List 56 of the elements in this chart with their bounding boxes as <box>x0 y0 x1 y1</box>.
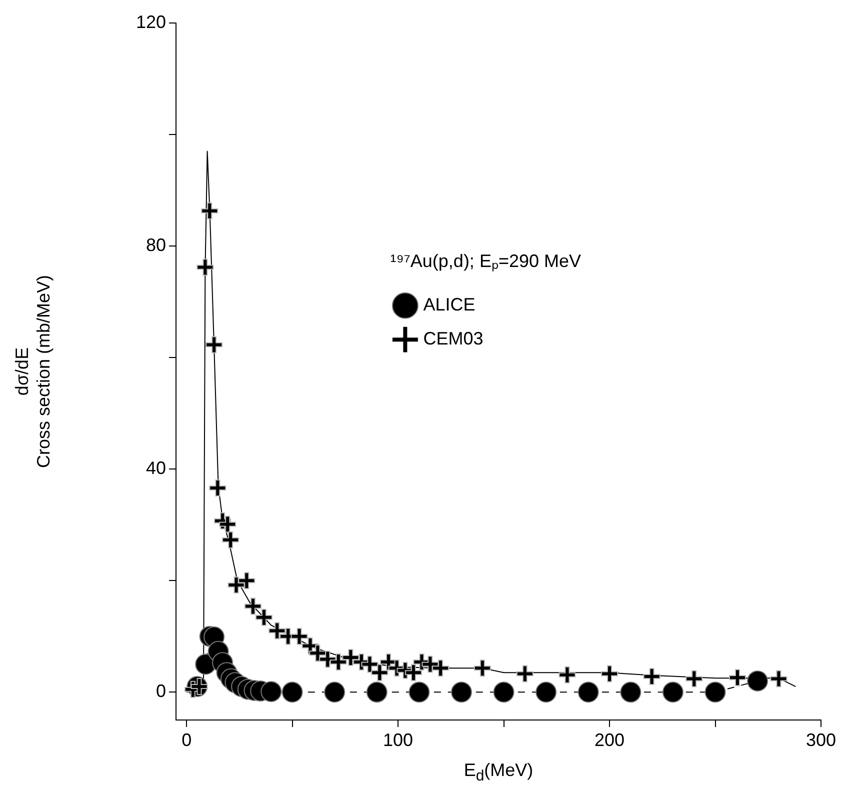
point <box>404 664 422 682</box>
point <box>432 660 450 677</box>
point <box>408 682 430 703</box>
x-tick-label: 200 <box>594 730 625 750</box>
point <box>601 665 618 682</box>
y-tick-label: 40 <box>146 458 166 478</box>
point <box>330 654 347 671</box>
point <box>255 608 272 626</box>
point <box>228 576 245 594</box>
point <box>268 622 286 640</box>
point <box>290 628 308 645</box>
point <box>371 664 388 682</box>
text: Cross section (mb/MeV) <box>33 274 54 468</box>
point <box>366 682 388 703</box>
point <box>319 650 336 668</box>
point <box>643 668 660 686</box>
text: dσ/dE <box>12 347 32 396</box>
point <box>342 649 360 666</box>
x-tick-label: 0 <box>182 730 192 750</box>
point <box>361 656 378 673</box>
point <box>206 336 223 354</box>
x-axis-title: E$_{d}$(MeV) <box>462 760 534 785</box>
legend-title: ¹⁹⁷Au(p,d); Eₚ=290 MeV <box>390 250 582 272</box>
point <box>578 682 599 703</box>
legend-label: CEM03 <box>423 328 484 349</box>
point <box>686 670 703 688</box>
point <box>450 682 472 703</box>
point <box>309 644 326 662</box>
point <box>260 681 282 702</box>
point <box>219 516 236 533</box>
point <box>516 665 534 682</box>
y-tick-label: 0 <box>156 681 166 702</box>
point <box>196 258 214 276</box>
point <box>493 682 514 703</box>
point <box>747 670 768 692</box>
point <box>662 682 684 703</box>
point <box>324 682 346 703</box>
point <box>238 572 256 590</box>
point <box>620 682 642 703</box>
point <box>244 598 262 615</box>
legend-label: ALICE <box>423 294 476 315</box>
point <box>474 660 491 677</box>
point <box>770 670 788 688</box>
point <box>704 682 726 703</box>
point <box>222 531 240 548</box>
point <box>209 480 226 497</box>
point <box>422 656 439 673</box>
y-tick-label: 80 <box>146 235 166 256</box>
point <box>282 682 303 703</box>
y-tick-label: 120 <box>136 12 166 32</box>
x-tick-label: 300 <box>806 730 836 750</box>
point <box>536 682 557 703</box>
x-tick-label: 100 <box>383 730 414 750</box>
point <box>201 202 218 220</box>
point <box>728 669 746 686</box>
point <box>558 666 576 684</box>
